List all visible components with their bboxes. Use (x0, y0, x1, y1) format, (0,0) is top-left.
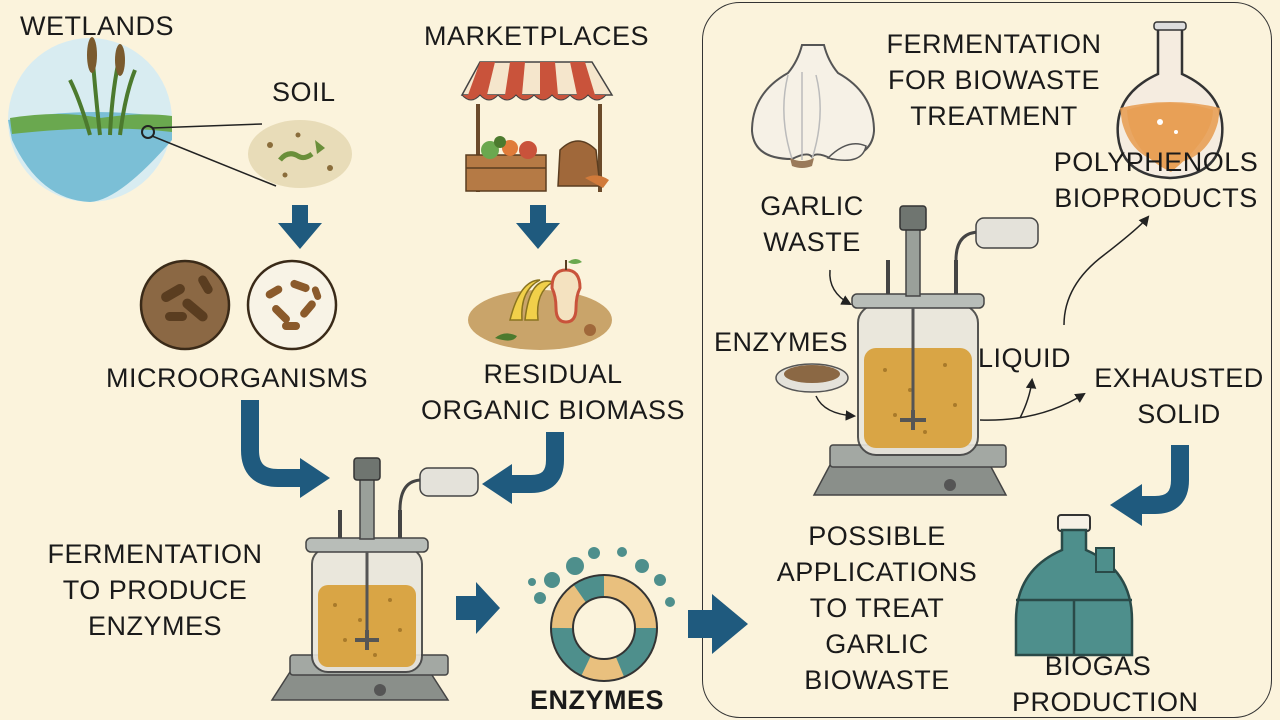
enzymes-input-label: ENZYMES (714, 327, 849, 357)
fermentation-enzymes-label: FERMENTATION TO PRODUCE ENZYMES (47, 539, 263, 641)
liquid-label: LIQUID (978, 343, 1072, 373)
soil-label: SOIL (272, 77, 336, 107)
down-arrows (278, 205, 560, 249)
polyphenols-label: POLYPHENOLS BIOPRODUCTS (1053, 147, 1259, 213)
wetland-scene-icon (8, 37, 277, 202)
garlic-icon (750, 44, 876, 168)
food-waste-icon (468, 259, 612, 350)
biogas-digester-icon (1014, 514, 1134, 657)
wetlands-label: WETLANDS (20, 11, 175, 41)
residual-biomass-label: RESIDUAL ORGANIC BIOMASS (420, 359, 686, 425)
garlic-waste-label: GARLIC WASTE (760, 191, 864, 257)
flask-icon (1116, 21, 1224, 180)
enzyme-ring-icon (528, 547, 675, 682)
fermentation-biowaste-label: FERMENTATION FOR BIOWASTE TREATMENT (886, 29, 1102, 131)
inflow-arrows (241, 400, 564, 493)
bioreactor-icon (812, 205, 1039, 496)
bioreactor-icon (270, 457, 479, 701)
biogas-label: BIOGAS PRODUCTION (1012, 651, 1199, 717)
marketplaces-label: MARKETPLACES (424, 21, 650, 51)
soil-sample-icon (248, 120, 352, 188)
treatment-panel (702, 2, 1272, 718)
exhausted-solid-label: EXHAUSTED SOLID (1094, 363, 1264, 429)
market-stall-icon (460, 61, 614, 192)
possible-applications-label: POSSIBLE APPLICATIONS TO TREAT GARLIC BI… (776, 521, 978, 695)
enzymes-product-label: ENZYMES (530, 685, 665, 715)
microorganisms-label: MICROORGANISMS (106, 363, 369, 393)
petri-enzyme-icon (775, 363, 849, 393)
microbe-dish-icon (139, 259, 338, 351)
